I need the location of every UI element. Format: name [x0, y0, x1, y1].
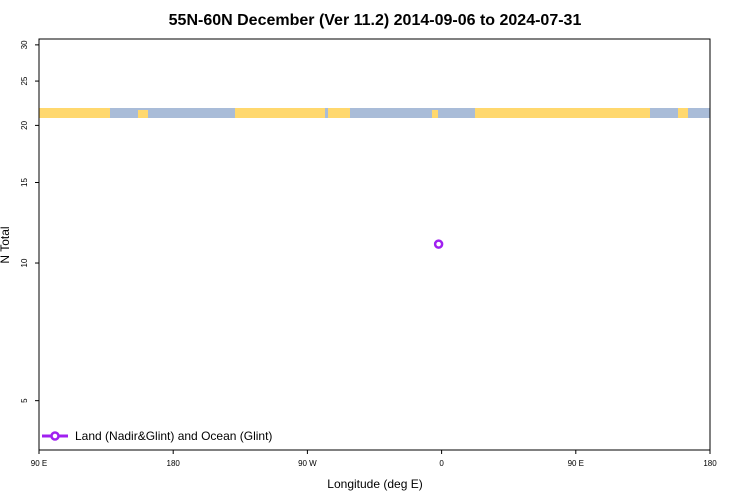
- x-tick-label: 0: [439, 459, 444, 468]
- chart-title: 55N-60N December (Ver 11.2) 2014-09-06 t…: [169, 12, 582, 29]
- x-axis-label: Longitude (deg E): [327, 477, 422, 491]
- legend-marker: [50, 431, 60, 441]
- land-ocean-strip: [39, 108, 710, 118]
- plot-frame: [38, 38, 711, 451]
- x-tick-label: 180: [167, 459, 181, 468]
- y-tick-label: 5: [20, 398, 29, 403]
- y-tick-label: 25: [20, 76, 29, 85]
- x-tick-label: 180: [703, 459, 717, 468]
- y-tick-label: 15: [20, 178, 29, 187]
- x-tick-label: 90 E: [31, 459, 47, 468]
- x-tick-label: 90 W: [298, 459, 317, 468]
- x-tick-label: 90 E: [568, 459, 584, 468]
- legend-label: Land (Nadir&Glint) and Ocean (Glint): [75, 429, 272, 443]
- y-axis-label: N Total: [0, 226, 12, 263]
- y-tick-label: 10: [20, 258, 29, 267]
- y-tick-label: 20: [20, 120, 29, 129]
- y-tick-label: 30: [20, 40, 29, 49]
- data-point: [433, 239, 444, 249]
